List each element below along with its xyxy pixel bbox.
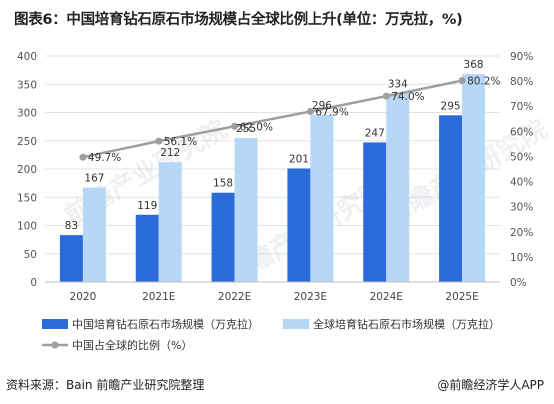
y2-tick-label: 0%	[510, 277, 527, 289]
y2-tick-label: 40%	[510, 177, 533, 189]
y2-tick-label: 20%	[510, 227, 533, 239]
legend-global-label: 全球培育钻石原石市场规模（万克拉）	[313, 317, 500, 331]
china-value-label: 83	[65, 220, 78, 232]
y-tick-label: 250	[17, 136, 37, 148]
y2-tick-label: 50%	[510, 151, 533, 163]
y-tick-label: 350	[17, 79, 37, 91]
legend: 中国培育钻石原石市场规模（万克拉） 全球培育钻石原石市场规模（万克拉） 中国占全球的…	[42, 317, 500, 352]
y2-tick-label: 80%	[510, 76, 533, 88]
global-value-label: 212	[160, 147, 180, 159]
ratio-value-label: 74.0%	[391, 91, 424, 103]
china-value-label: 119	[137, 200, 157, 212]
y2-tick-label: 90%	[510, 51, 533, 63]
y-tick-label: 0	[30, 277, 37, 289]
legend-china-swatch	[42, 319, 68, 329]
china-value-label: 158	[213, 178, 233, 190]
china-value-label: 295	[441, 100, 461, 112]
ratio-value-label: 56.1%	[164, 136, 197, 148]
china-bar	[439, 115, 463, 282]
y-tick-label: 200	[17, 164, 37, 176]
ratio-value-label: 62.0%	[240, 121, 273, 133]
ratio-point	[79, 153, 87, 161]
china-bar	[59, 235, 83, 282]
source-note: 资料来源：Bain 前瞻产业研究院整理	[6, 378, 205, 392]
ratio-point	[382, 92, 390, 100]
ratio-point	[231, 122, 239, 130]
y2-tick-label: 10%	[510, 252, 533, 264]
ratio-point	[155, 137, 163, 145]
global-value-label: 368	[464, 59, 484, 71]
ratio-value-label: 49.7%	[88, 152, 121, 164]
ratio-line	[79, 77, 466, 161]
chart-title: 图表6：中国培育钻石原石市场规模占全球比例上升(单位：万克拉，%)	[14, 12, 463, 28]
global-value-label: 334	[388, 78, 408, 90]
ratio-point	[306, 107, 314, 115]
china-value-label: 201	[289, 153, 309, 165]
china-bar	[211, 192, 235, 282]
y-tick-label: 100	[17, 221, 37, 233]
brand-credit: @前瞻经济学人APP	[437, 378, 544, 392]
china-bar	[287, 168, 311, 282]
ratio-value-label: 67.9%	[315, 106, 348, 118]
y-tick-label: 400	[17, 51, 37, 63]
global-bar	[462, 74, 486, 282]
x-tick-label: 2020	[70, 291, 97, 303]
axes: 0 50 100 150 200 250 300 350 400 0% 10% 20% 30% 40% 50…	[17, 51, 533, 303]
ratio-value-label: 80.2%	[467, 76, 500, 88]
y2-tick-label: 70%	[510, 101, 533, 113]
global-value-label: 296	[312, 100, 332, 112]
y-tick-label: 300	[17, 108, 37, 120]
legend-ratio-marker	[51, 341, 59, 349]
global-bar	[82, 187, 106, 282]
ratio-point	[458, 77, 466, 85]
x-tick-label: 2021E	[142, 291, 175, 303]
x-tick-label: 2022E	[218, 291, 251, 303]
global-bar	[234, 137, 258, 282]
legend-china-label: 中国培育钻石原石市场规模（万克拉）	[72, 317, 259, 331]
global-value-label: 167	[84, 173, 104, 185]
bars	[59, 74, 486, 282]
global-bar	[386, 93, 410, 282]
x-tick-label: 2024E	[370, 291, 403, 303]
china-bar	[135, 214, 159, 282]
legend-ratio-label: 中国占全球的比例（%）	[72, 338, 192, 352]
china-bar	[363, 142, 387, 282]
legend-global-swatch	[283, 319, 309, 329]
china-value-label: 247	[365, 127, 385, 139]
x-tick-label: 2023E	[294, 291, 327, 303]
global-bar	[310, 114, 334, 282]
ratio-line-path	[82, 79, 463, 159]
global-value-label: 255	[236, 123, 256, 135]
y-tick-label: 150	[17, 192, 37, 204]
x-tick-label: 2025E	[445, 291, 478, 303]
y2-tick-label: 60%	[510, 126, 533, 138]
y2-tick-label: 30%	[510, 202, 533, 214]
y-tick-label: 50	[24, 249, 37, 261]
global-bar	[158, 162, 182, 282]
data-labels: 83 167 119 212 158 255 201 296 247 334 295 368 49.7%…	[65, 59, 501, 232]
